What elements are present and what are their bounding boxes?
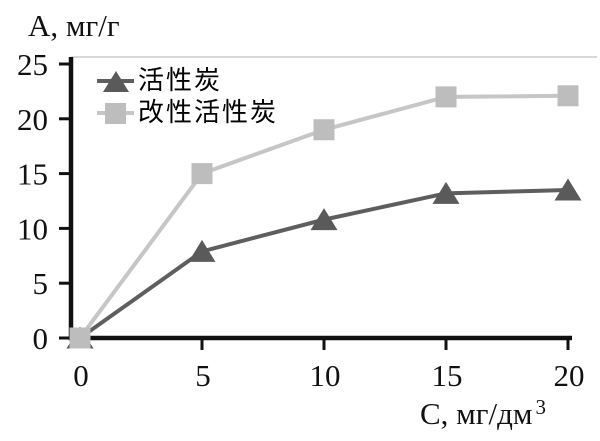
data-point-triangle — [554, 178, 582, 201]
x-axis-tick-label: 5 — [195, 358, 211, 393]
x-axis-tick-label: 20 — [554, 358, 585, 393]
data-point-square — [557, 85, 579, 107]
y-axis-tick-label: 20 — [17, 102, 48, 137]
data-point-square — [435, 86, 457, 108]
data-point-triangle — [432, 181, 460, 204]
x-axis-tick-label: 0 — [73, 358, 89, 393]
triangle-marker-icon — [102, 70, 129, 92]
data-point-triangle — [188, 239, 216, 262]
legend-marker-wrap — [97, 65, 134, 97]
legend-label: 改性活性炭 — [138, 98, 279, 128]
square-marker-icon — [105, 102, 126, 124]
legend-label: 活性炭 — [138, 66, 223, 96]
y-axis-tick-label: 5 — [33, 266, 49, 301]
data-point-square — [313, 119, 335, 141]
chart-legend: 活性炭 改性活性炭 — [97, 65, 278, 129]
y-axis-tick-label: 15 — [17, 157, 48, 192]
x-axis-title: С, мг/дм 3 — [420, 395, 547, 431]
data-point-square — [69, 327, 91, 349]
legend-item-modified-activated-carbon: 改性活性炭 — [97, 97, 278, 129]
x-axis-title-text: С, мг/дм — [420, 396, 533, 431]
x-axis-tick-label: 15 — [432, 358, 463, 393]
data-point-square — [191, 163, 213, 185]
y-axis-tick-label: 0 — [33, 321, 49, 356]
legend-marker-wrap — [97, 97, 134, 129]
x-axis-title-superscript: 3 — [535, 395, 547, 419]
legend-item-activated-carbon: 活性炭 — [97, 65, 278, 97]
y-axis-tick-label: 25 — [17, 47, 48, 82]
y-axis-title: А, мг/г — [28, 8, 120, 43]
y-axis-tick-label: 10 — [17, 211, 48, 246]
data-point-triangle — [310, 208, 338, 231]
x-axis-tick-label: 10 — [310, 358, 341, 393]
